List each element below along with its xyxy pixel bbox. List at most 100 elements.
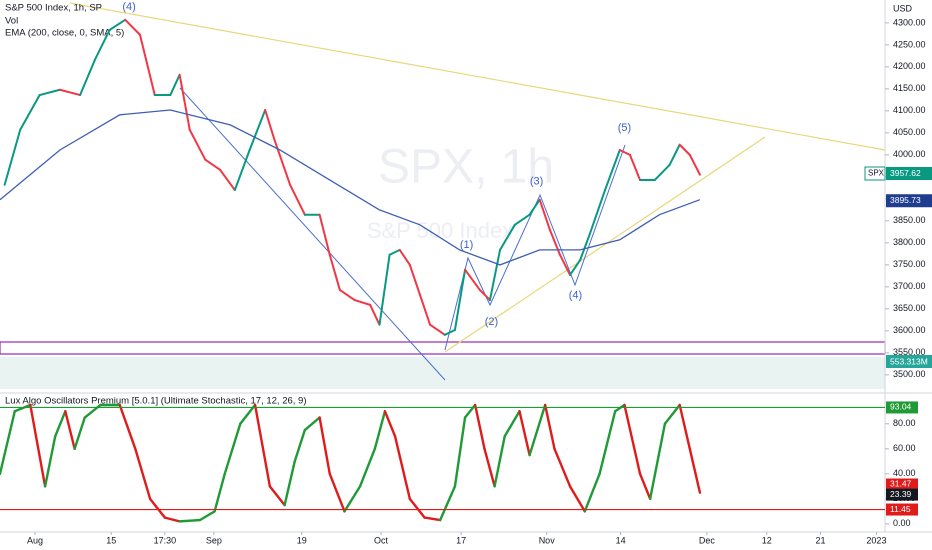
oscillator-title: Lux Algo Oscillators Premium [5.0.1] (Ul…: [5, 396, 307, 407]
line-segment: [663, 403, 681, 425]
x-tick-label: 19: [297, 535, 307, 545]
line-segment: [488, 248, 502, 302]
line-segment: [118, 403, 137, 450]
wave-label: (4): [569, 290, 582, 302]
value-tag: [886, 488, 918, 501]
line-segment: [43, 435, 57, 488]
watermark-name: S&P 500 Index: [367, 218, 513, 243]
line-segment: [688, 153, 701, 176]
line-segment: [499, 223, 516, 251]
x-tick-label: 12: [762, 535, 772, 545]
line-segment: [353, 299, 372, 306]
line-segment: [358, 447, 377, 488]
line-segment: [163, 516, 181, 523]
x-tick-label: Oct: [374, 535, 389, 545]
line-segment: [3, 128, 22, 186]
y-tick-label: 3550.00: [893, 347, 926, 357]
line-segment: [268, 485, 286, 507]
line-segment: [423, 516, 442, 522]
line-segment: [429, 323, 446, 336]
line-segment: [588, 189, 607, 236]
line-segment: [623, 403, 642, 476]
line-segment: [443, 328, 456, 336]
value-tag: [886, 478, 918, 491]
line-segment: [273, 138, 292, 186]
trend-line: [69, 2, 886, 151]
line-segment: [503, 410, 521, 438]
y-tick-label: 3850.00: [893, 215, 926, 225]
line-segment: [438, 485, 457, 522]
y-tick-label: 4100.00: [893, 105, 926, 115]
line-segment: [408, 497, 426, 519]
y-tick-label: 40.00: [893, 468, 916, 478]
x-tick-label: Aug: [27, 535, 43, 545]
line-segment: [198, 510, 216, 522]
line-segment: [13, 403, 32, 413]
value-tag-label: 11.45: [890, 504, 911, 514]
line-segment: [289, 183, 306, 216]
line-segment: [568, 485, 587, 513]
value-tag-label: 93.04: [890, 402, 912, 412]
line-segment: [318, 213, 331, 256]
line-segment: [64, 410, 76, 450]
price-tag-label: 3895.73: [890, 195, 921, 205]
line-segment: [248, 108, 267, 152]
line-segment: [548, 228, 561, 256]
line-segment: [453, 268, 467, 331]
line-segment: [538, 198, 551, 231]
line-segment: [343, 485, 362, 513]
y-tick-label: 3600.00: [893, 325, 926, 335]
volume-tag: [886, 355, 932, 368]
volume-band: [0, 357, 885, 389]
line-segment: [328, 472, 346, 513]
line-segment: [418, 293, 432, 326]
y-tick-label: 3500.00: [893, 369, 926, 379]
line-segment: [668, 143, 681, 166]
value-tag: [886, 401, 918, 414]
x-tick-label: 14: [616, 535, 626, 545]
trend-line: [179, 87, 446, 381]
line-segment: [293, 428, 307, 463]
currency: USD: [893, 3, 913, 13]
y-tick-label: 4050.00: [893, 127, 926, 137]
line-segment: [223, 422, 242, 476]
line-segment: [73, 416, 86, 450]
wave-label: (3): [530, 176, 543, 188]
line-segment: [558, 253, 572, 276]
line-segment: [618, 149, 631, 156]
y-tick-label: 0.00: [893, 518, 911, 528]
line-segment: [604, 149, 621, 192]
line-segment: [688, 447, 702, 494]
trend-line: [444, 136, 766, 353]
chart-title: S&P 500 Index, 1h, SP: [5, 3, 102, 14]
y-tick-label: 4200.00: [893, 61, 926, 71]
line-segment: [338, 288, 356, 302]
y-tick-label: 3650.00: [893, 303, 926, 313]
volume-legend: Vol: [5, 16, 18, 27]
line-segment: [553, 447, 572, 488]
line-segment: [569, 259, 582, 276]
line-segment: [318, 416, 331, 476]
value-tag-label: 31.47: [890, 479, 912, 489]
x-tick-label: Dec: [699, 535, 716, 545]
line-segment: [678, 403, 692, 450]
line-segment: [478, 288, 491, 302]
line-segment: [134, 447, 152, 501]
line-segment: [483, 447, 496, 488]
line-segment: [148, 497, 167, 519]
line-segment: [204, 158, 222, 171]
line-segment: [373, 410, 387, 450]
line-segment: [628, 153, 642, 181]
line-segment: [38, 88, 61, 97]
line-segment: [213, 472, 226, 513]
line-segment: [473, 403, 486, 450]
volume-tag-label: 553.313M: [890, 356, 928, 366]
line-segment: [388, 248, 401, 256]
line-segment: [178, 518, 202, 523]
line-segment: [528, 403, 547, 457]
price-tag: [886, 194, 932, 208]
line-segment: [138, 33, 156, 97]
line-segment: [518, 410, 531, 457]
y-tick-label: 4300.00: [893, 17, 926, 27]
line-segment: [453, 416, 467, 488]
